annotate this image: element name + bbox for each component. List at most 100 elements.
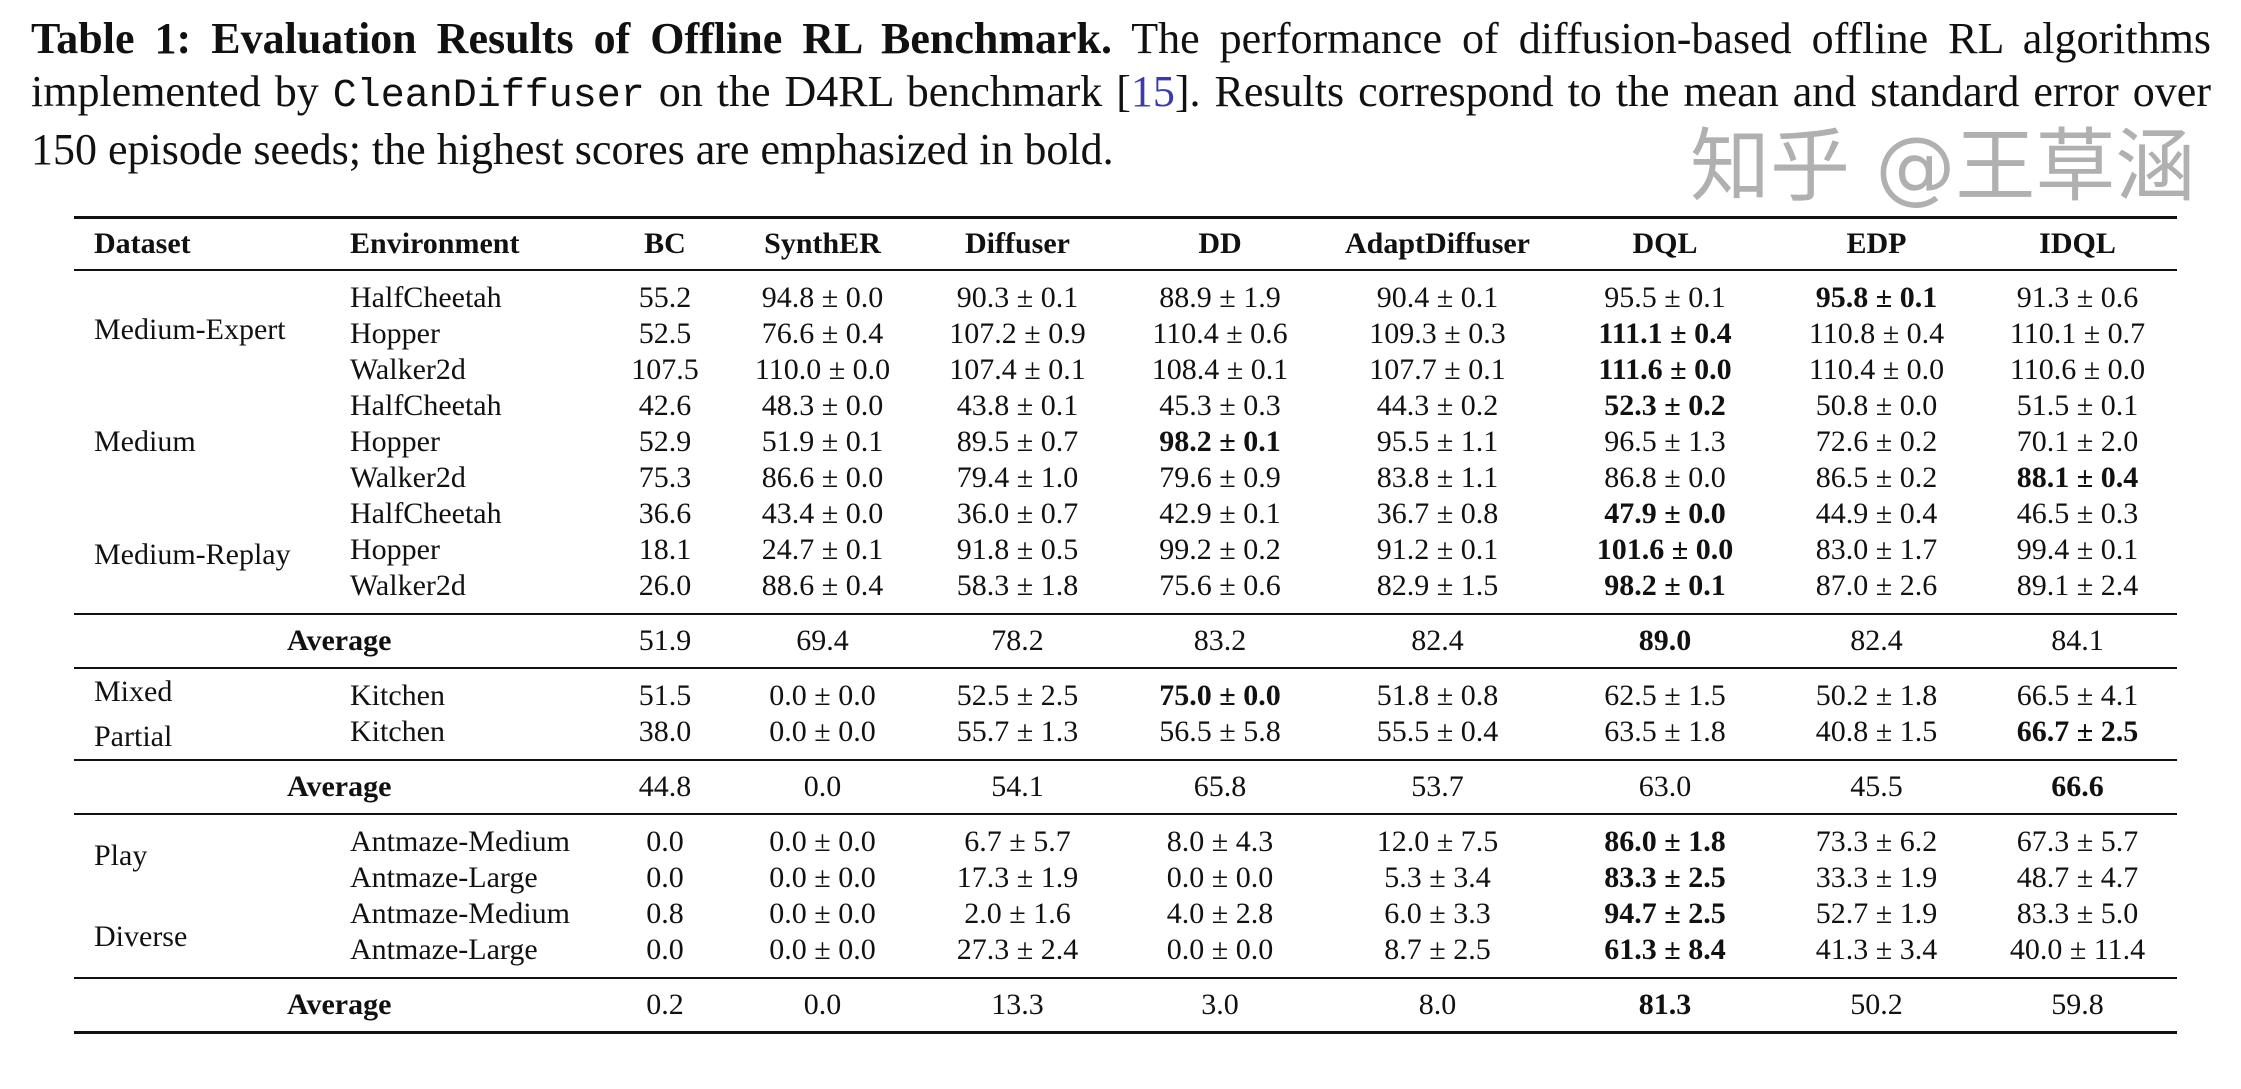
score-cell: 8.7 ± 2.5 xyxy=(1384,933,1491,966)
score-cell: 91.8 ± 0.5 xyxy=(956,533,1079,566)
average-row: Average 0.2 0.0 13.3 3.0 8.0 81.3 50.2 59.8 xyxy=(74,978,2177,1033)
score-cell: 75.3 xyxy=(638,461,692,494)
score-cell: 0.0 xyxy=(646,933,684,966)
environment-cell: Antmaze-Medium xyxy=(350,897,570,930)
caption-text: ]. Results correspond to the mean and st… xyxy=(31,67,2211,174)
average-label: Average xyxy=(287,988,392,1021)
average-cell: 8.0 xyxy=(1418,988,1457,1021)
score-cell: 42.6 xyxy=(638,389,692,422)
average-row: Average 44.8 0.0 54.1 65.8 53.7 63.0 45.5 66.6 xyxy=(74,760,2177,814)
score-cell: 83.3 ± 5.0 xyxy=(2016,897,2139,930)
dataset-cell: Medium xyxy=(74,388,340,496)
column-header: DD xyxy=(1198,227,1242,260)
score-cell: 99.4 ± 0.1 xyxy=(2016,533,2139,566)
score-cell: 98.2 ± 0.1 xyxy=(1604,569,1726,602)
column-header: Environment xyxy=(350,227,520,260)
dataset-label: Partial xyxy=(94,719,173,753)
score-cell: 72.6 ± 0.2 xyxy=(1815,425,1938,458)
score-cell: 73.3 ± 6.2 xyxy=(1815,825,1938,858)
dataset-label: Diverse xyxy=(94,919,188,953)
score-cell: 90.3 ± 0.1 xyxy=(956,281,1079,314)
dataset-cell: Medium-Replay xyxy=(74,496,340,614)
score-cell: 36.0 ± 0.7 xyxy=(956,497,1079,530)
average-section: Average 0.2 0.0 13.3 3.0 8.0 81.3 50.2 59.8 xyxy=(74,978,2177,1033)
score-cell: 66.5 ± 4.1 xyxy=(2016,679,2139,712)
dataset-label: Play xyxy=(94,838,148,872)
table-row: Play Antmaze-Medium 0.0 0.0 ± 0.0 6.7 ± 5.7 8… xyxy=(74,814,2177,872)
score-cell: 44.3 ± 0.2 xyxy=(1376,389,1499,422)
average-cell: 82.4 xyxy=(1850,624,1903,657)
score-cell: 24.7 ± 0.1 xyxy=(761,533,884,566)
environment-cell: Walker2d xyxy=(350,461,466,494)
score-cell: 50.2 ± 1.8 xyxy=(1815,679,1938,712)
score-cell: 51.8 ± 0.8 xyxy=(1376,679,1499,712)
table-section: Medium-Expert HalfCheetah 55.2 94.8 ± 0.0 90… xyxy=(74,270,2177,614)
column-header: Dataset xyxy=(94,227,191,260)
score-cell: 91.3 ± 0.6 xyxy=(2016,281,2139,314)
table-row: Antmaze-Large 0.0 0.0 ± 0.0 27.3 ± 2.4 0.0 ±… xyxy=(74,932,2177,978)
score-cell: 52.9 xyxy=(638,425,692,458)
score-cell: 101.6 ± 0.0 xyxy=(1596,533,1734,566)
environment-cell: Antmaze-Large xyxy=(350,933,538,966)
average-cell: 50.2 xyxy=(1850,988,1903,1021)
score-cell: 88.6 ± 0.4 xyxy=(761,569,884,602)
score-cell: 86.6 ± 0.0 xyxy=(761,461,884,494)
score-cell: 52.5 ± 2.5 xyxy=(956,679,1079,712)
dataset-cell: Partial xyxy=(74,714,340,760)
caption-text: on the D4RL benchmark [ xyxy=(658,67,1131,116)
score-cell: 0.0 ± 0.0 xyxy=(769,933,876,966)
score-cell: 95.5 ± 0.1 xyxy=(1604,281,1726,314)
score-cell: 88.1 ± 0.4 xyxy=(2016,461,2139,494)
score-cell: 83.3 ± 2.5 xyxy=(1604,861,1726,894)
score-cell: 52.3 ± 0.2 xyxy=(1604,389,1726,422)
score-cell: 109.3 ± 0.3 xyxy=(1369,317,1506,350)
score-cell: 107.4 ± 0.1 xyxy=(949,353,1086,386)
score-cell: 26.0 xyxy=(638,569,692,602)
caption-label: Table 1: xyxy=(31,14,192,63)
environment-cell: HalfCheetah xyxy=(350,389,502,422)
score-cell: 89.1 ± 2.4 xyxy=(2016,569,2139,602)
score-cell: 55.5 ± 0.4 xyxy=(1376,715,1499,748)
score-cell: 90.4 ± 0.1 xyxy=(1376,281,1499,314)
score-cell: 0.0 ± 0.0 xyxy=(1166,861,1274,894)
score-cell: 94.8 ± 0.0 xyxy=(761,281,884,314)
average-cell: 3.0 xyxy=(1201,988,1239,1021)
average-cell: 44.8 xyxy=(638,770,692,803)
table-caption: Table 1: Evaluation Results of Offline R… xyxy=(31,12,2211,176)
citation-link[interactable]: 15 xyxy=(1130,67,1175,116)
score-cell: 108.4 ± 0.1 xyxy=(1151,353,1289,386)
environment-cell: Hopper xyxy=(350,425,440,458)
environment-cell: Kitchen xyxy=(350,715,445,748)
score-cell: 18.1 xyxy=(638,533,692,566)
environment-cell: Walker2d xyxy=(350,353,466,386)
table-row: Medium HalfCheetah 42.6 48.3 ± 0.0 43.8 ± 0.… xyxy=(74,388,2177,458)
dataset-cell: Diverse xyxy=(74,896,340,978)
table-row: Walker2d 107.5 110.0 ± 0.0 107.4 ± 0.1 108.4… xyxy=(74,352,2177,388)
dataset-label: Medium-Expert xyxy=(94,312,286,346)
table-row: Medium-Expert HalfCheetah 55.2 94.8 ± 0.0 90… xyxy=(74,270,2177,346)
score-cell: 62.5 ± 1.5 xyxy=(1604,679,1726,712)
average-label: Average xyxy=(287,770,392,803)
score-cell: 107.5 xyxy=(631,353,699,386)
score-cell: 46.5 ± 0.3 xyxy=(2016,497,2139,530)
average-cell: 54.1 xyxy=(991,770,1044,803)
score-cell: 5.3 ± 3.4 xyxy=(1384,861,1491,894)
average-cell: 59.8 xyxy=(2051,988,2104,1021)
score-cell: 36.7 ± 0.8 xyxy=(1376,497,1499,530)
environment-cell: Kitchen xyxy=(350,679,445,712)
dataset-cell: Medium-Expert xyxy=(74,270,340,388)
environment-cell: Antmaze-Medium xyxy=(350,825,570,858)
column-header: BC xyxy=(644,227,686,260)
average-cell: 51.9 xyxy=(638,624,692,657)
score-cell: 70.1 ± 2.0 xyxy=(2016,425,2139,458)
score-cell: 88.9 ± 1.9 xyxy=(1159,281,1281,314)
score-cell: 86.0 ± 1.8 xyxy=(1604,825,1726,858)
score-cell: 6.0 ± 3.3 xyxy=(1384,897,1491,930)
score-cell: 95.8 ± 0.1 xyxy=(1815,281,1938,314)
table-row: Medium-Replay HalfCheetah 36.6 43.4 ± 0.0 36… xyxy=(74,496,2177,571)
score-cell: 61.3 ± 8.4 xyxy=(1604,933,1726,966)
score-cell: 79.4 ± 1.0 xyxy=(956,461,1079,494)
environment-cell: Hopper xyxy=(350,317,440,350)
column-header: AdaptDiffuser xyxy=(1345,227,1530,260)
score-cell: 0.0 ± 0.0 xyxy=(769,825,876,858)
